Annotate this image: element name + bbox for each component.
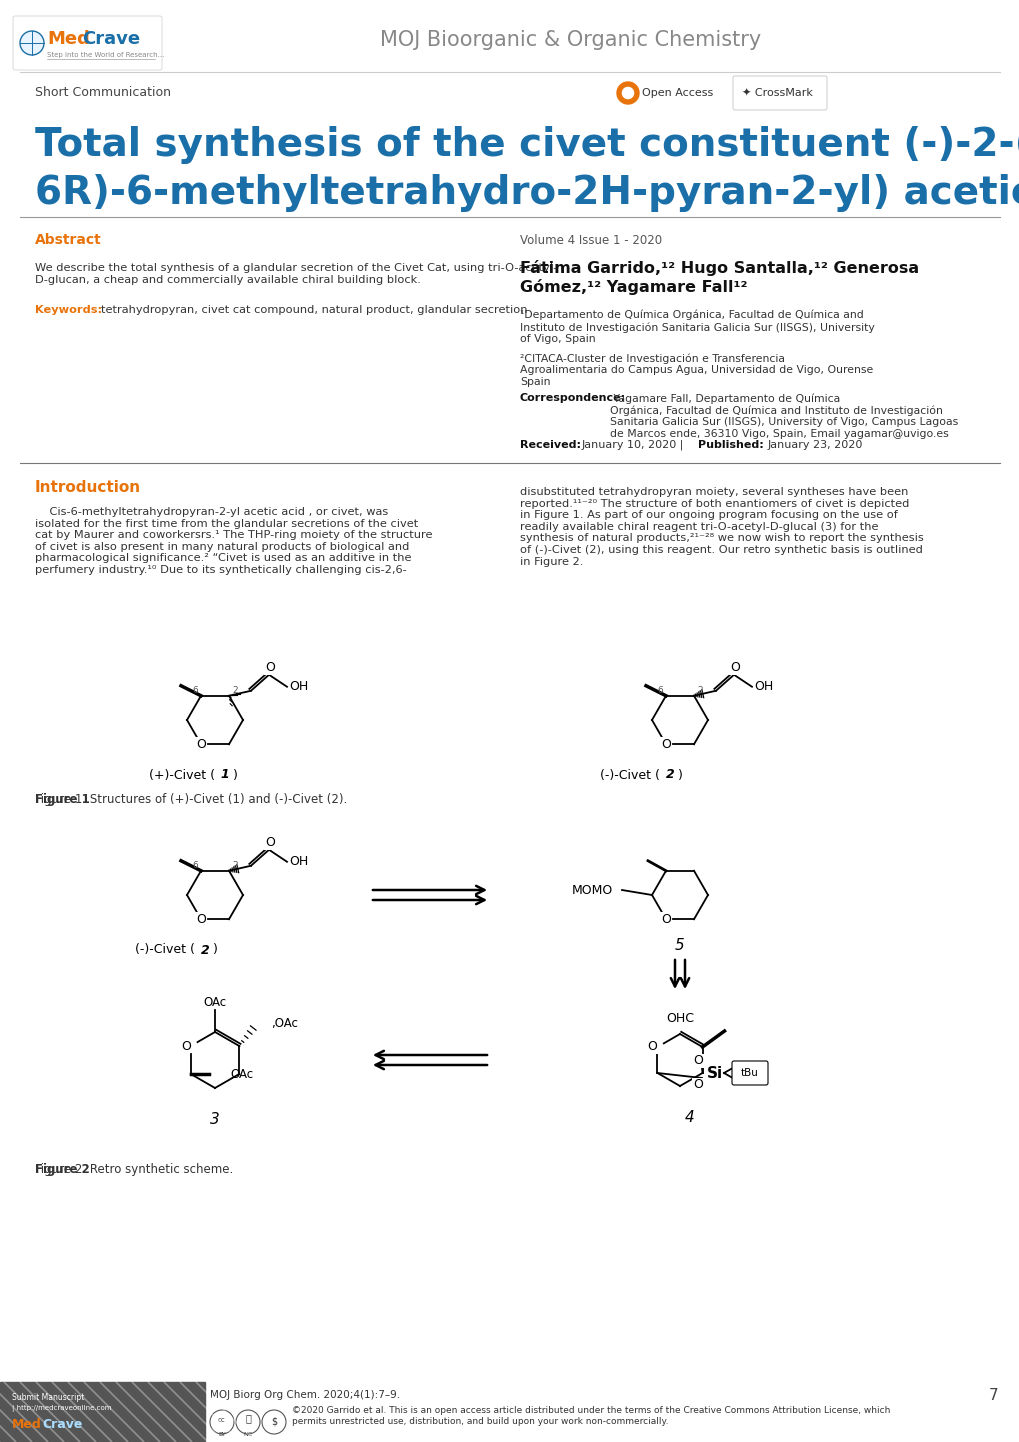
Text: Crave: Crave: [82, 30, 140, 48]
Text: tBu: tBu: [741, 1069, 758, 1079]
Text: ¹Departamento de Química Orgánica, Facultad de Química and
Instituto de Investig: ¹Departamento de Química Orgánica, Facul…: [520, 310, 874, 345]
Text: Total synthesis of the civet constituent (-)-2-((2R,: Total synthesis of the civet constituent…: [35, 125, 1019, 164]
Text: Short Communication: Short Communication: [35, 87, 171, 99]
Text: O: O: [692, 1054, 702, 1067]
Text: OH: OH: [754, 681, 772, 694]
Text: OHC: OHC: [665, 1012, 694, 1025]
Text: 2: 2: [697, 686, 702, 695]
Text: Cis-6-methyltetrahydropyran-2-yl acetic acid , or civet, was
isolated for the fi: Cis-6-methyltetrahydropyran-2-yl acetic …: [35, 508, 432, 575]
Text: OAc: OAc: [203, 995, 226, 1008]
Text: O: O: [660, 913, 671, 926]
Text: (-)-Civet (: (-)-Civet (: [135, 943, 195, 956]
FancyBboxPatch shape: [13, 16, 162, 71]
Text: 2: 2: [201, 943, 209, 956]
Text: Med: Med: [47, 30, 90, 48]
Text: 6R)-6-methyltetrahydro-2H-pyran-2-yl) acetic acid: 6R)-6-methyltetrahydro-2H-pyran-2-yl) ac…: [35, 174, 1019, 212]
Text: Crave: Crave: [42, 1417, 83, 1430]
Text: Volume 4 Issue 1 - 2020: Volume 4 Issue 1 - 2020: [520, 234, 661, 247]
FancyBboxPatch shape: [733, 76, 826, 110]
Text: Figure 1  Structures of (+)-Civet (1) and (-)-Civet (2).: Figure 1 Structures of (+)-Civet (1) and…: [35, 793, 346, 806]
Text: OH: OH: [289, 681, 309, 694]
Text: MOJ Bioorganic & Organic Chemistry: MOJ Bioorganic & Organic Chemistry: [380, 30, 760, 50]
Text: Open Access: Open Access: [641, 88, 712, 98]
Text: January 23, 2020: January 23, 2020: [767, 440, 862, 450]
Text: Abstract: Abstract: [35, 234, 102, 247]
Text: MOJ Biorg Org Chem. 2020;4(1):7–9.: MOJ Biorg Org Chem. 2020;4(1):7–9.: [210, 1390, 399, 1400]
Text: O: O: [692, 1079, 702, 1092]
Text: O: O: [265, 836, 275, 849]
Text: cc: cc: [218, 1417, 225, 1423]
Text: Med: Med: [12, 1417, 42, 1430]
Text: 3: 3: [210, 1112, 220, 1128]
Text: We describe the total synthesis of a glandular secretion of the Civet Cat, using: We describe the total synthesis of a gla…: [35, 262, 556, 284]
Text: O: O: [196, 738, 206, 751]
Text: ): ): [232, 769, 237, 782]
Text: O: O: [647, 1041, 657, 1054]
Text: Introduction: Introduction: [35, 480, 141, 495]
Text: 2: 2: [665, 769, 674, 782]
Text: ,OAc: ,OAc: [271, 1017, 298, 1030]
Text: Gómez,¹² Yagamare Fall¹²: Gómez,¹² Yagamare Fall¹²: [520, 278, 747, 296]
Wedge shape: [616, 82, 638, 104]
Text: January 10, 2020 |: January 10, 2020 |: [582, 440, 687, 450]
Text: NC: NC: [244, 1432, 253, 1438]
Text: Ⓘ: Ⓘ: [245, 1413, 251, 1423]
Text: Yagamare Fall, Departamento de Química
Orgánica, Facultad de Química and Institu: Yagamare Fall, Departamento de Química O…: [609, 394, 957, 438]
Text: | http://medcraveonline.com: | http://medcraveonline.com: [12, 1406, 111, 1413]
Text: Figure 1: Figure 1: [35, 793, 94, 806]
Text: Figure 2  Retro synthetic scheme.: Figure 2 Retro synthetic scheme.: [35, 1164, 233, 1177]
Text: (-)-Civet (: (-)-Civet (: [599, 769, 659, 782]
Text: Figure 2: Figure 2: [35, 1164, 94, 1177]
Text: 6: 6: [192, 861, 198, 871]
Text: BY: BY: [218, 1432, 225, 1438]
Circle shape: [262, 1410, 285, 1433]
Text: 5: 5: [675, 937, 684, 953]
Text: 2: 2: [232, 861, 237, 871]
Text: 2: 2: [232, 686, 237, 695]
Text: disubstituted tetrahydropyran moiety, several syntheses have been
reported.¹¹⁻²⁰: disubstituted tetrahydropyran moiety, se…: [520, 487, 923, 567]
Text: ): ): [678, 769, 682, 782]
Text: (+)-Civet (: (+)-Civet (: [149, 769, 215, 782]
Text: $: $: [271, 1417, 277, 1428]
Text: O: O: [265, 662, 275, 675]
Text: Published:: Published:: [697, 440, 763, 450]
Text: ²CITACA-Cluster de Investigación e Transferencia
Agroalimentaria do Campus Agua,: ²CITACA-Cluster de Investigación e Trans…: [520, 353, 872, 386]
Text: tetrahydropyran, civet cat compound, natural product, glandular secretion: tetrahydropyran, civet cat compound, nat…: [101, 306, 527, 314]
Text: 6: 6: [192, 686, 198, 695]
Text: ✦ CrossMark: ✦ CrossMark: [741, 88, 812, 98]
Text: 4: 4: [685, 1110, 694, 1126]
Text: 6: 6: [656, 686, 662, 695]
Text: Correspondence:: Correspondence:: [520, 394, 626, 402]
Text: 1: 1: [220, 769, 229, 782]
Text: Received:: Received:: [520, 440, 581, 450]
Circle shape: [235, 1410, 260, 1433]
Text: Submit Manuscript: Submit Manuscript: [12, 1393, 85, 1403]
Text: Step into the World of Research...: Step into the World of Research...: [47, 52, 164, 58]
Text: O: O: [660, 738, 671, 751]
FancyBboxPatch shape: [732, 1061, 767, 1084]
Circle shape: [20, 30, 44, 55]
Text: OH: OH: [289, 855, 309, 868]
Text: O: O: [196, 913, 206, 926]
Text: Fátima Garrido,¹² Hugo Santalla,¹² Generosa: Fátima Garrido,¹² Hugo Santalla,¹² Gener…: [520, 260, 918, 275]
Text: Keywords:: Keywords:: [35, 306, 102, 314]
Circle shape: [210, 1410, 233, 1433]
Text: 7: 7: [987, 1387, 997, 1403]
Text: ): ): [213, 943, 218, 956]
Text: OAc: OAc: [230, 1067, 254, 1080]
Text: O: O: [180, 1040, 191, 1053]
Text: ©2020 Garrido et al. This is an open access article distributed under the terms : ©2020 Garrido et al. This is an open acc…: [291, 1406, 890, 1426]
Text: MOMO: MOMO: [571, 884, 612, 897]
Text: O: O: [730, 662, 739, 675]
Bar: [0, 1381, 205, 1442]
Text: Si: Si: [706, 1066, 722, 1080]
